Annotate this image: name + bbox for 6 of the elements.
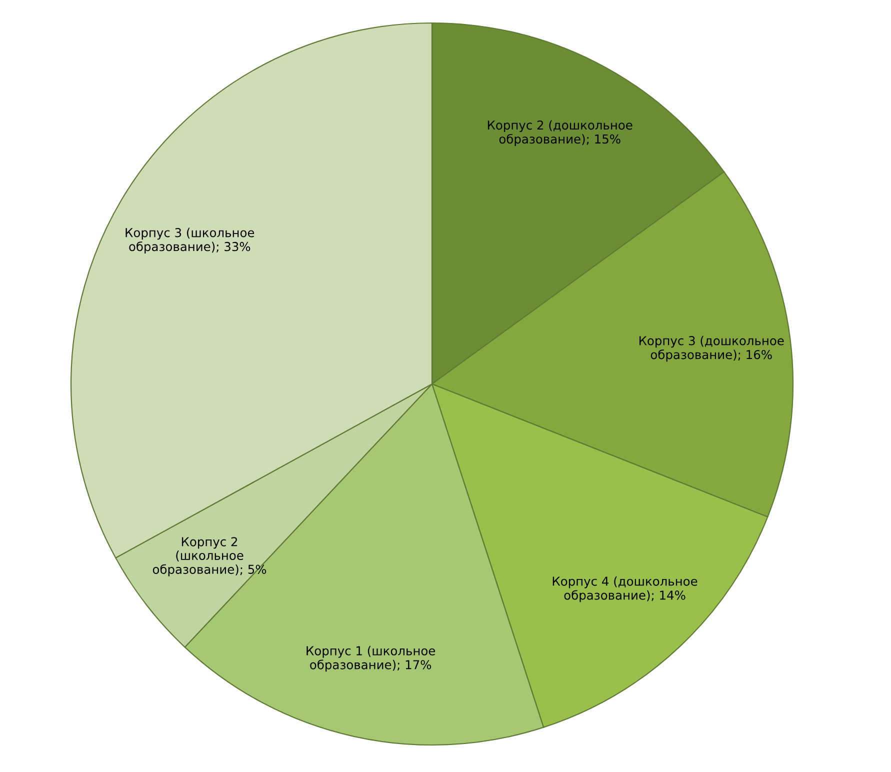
slice-label: Корпус 3 (дошкольное образование); 16% — [639, 336, 784, 362]
slice-label: Корпус 1 (школьное образование); 17% — [306, 646, 436, 672]
slice-label: Корпус 4 (дошкольное образование); 14% — [552, 576, 698, 602]
slice-label: Корпус 3 (школьное образование); 33% — [126, 228, 254, 254]
slice-label: Корпус 2 (дошкольное образование); 15% — [488, 120, 632, 146]
slice-label: Корпус 2 (школьное образование); 5% — [152, 537, 266, 576]
